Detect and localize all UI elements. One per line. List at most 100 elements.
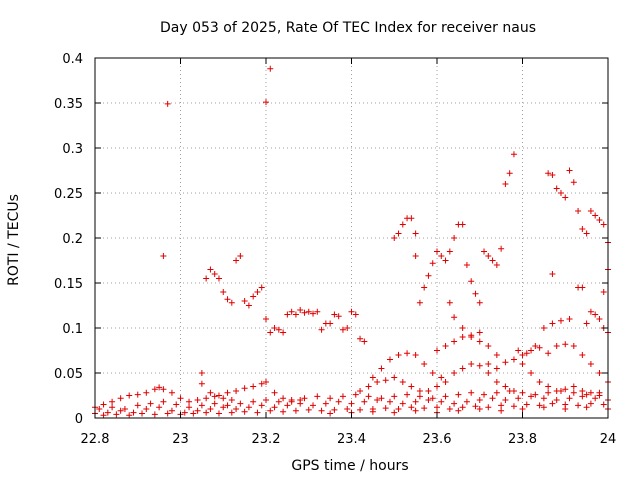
data-point bbox=[562, 386, 569, 393]
data-point bbox=[583, 230, 590, 237]
data-point bbox=[228, 299, 235, 306]
data-point bbox=[562, 341, 569, 348]
data-point bbox=[498, 245, 505, 252]
data-point bbox=[519, 406, 526, 412]
data-point bbox=[241, 408, 248, 415]
data-point bbox=[493, 379, 500, 385]
data-point bbox=[352, 391, 359, 398]
data-point bbox=[100, 401, 107, 408]
data-point bbox=[528, 347, 535, 354]
data-point bbox=[566, 167, 573, 174]
y-tick-label: 0.15 bbox=[54, 277, 83, 292]
x-tick-label: 23.6 bbox=[423, 432, 452, 447]
data-point bbox=[395, 230, 402, 237]
data-point bbox=[391, 393, 398, 400]
data-point bbox=[434, 248, 440, 255]
data-point bbox=[540, 404, 547, 411]
data-point bbox=[549, 320, 556, 327]
data-point bbox=[459, 334, 466, 340]
data-point bbox=[600, 221, 607, 228]
data-point bbox=[468, 278, 475, 285]
data-point bbox=[395, 352, 402, 358]
data-point bbox=[348, 400, 355, 407]
data-point bbox=[592, 311, 599, 318]
data-point bbox=[412, 253, 419, 259]
data-point bbox=[361, 338, 368, 345]
data-point bbox=[109, 398, 116, 405]
data-point bbox=[241, 385, 248, 392]
data-point bbox=[130, 409, 137, 416]
data-point bbox=[485, 361, 492, 367]
data-point bbox=[207, 389, 214, 396]
data-point bbox=[186, 404, 193, 411]
data-point bbox=[335, 398, 342, 405]
data-point bbox=[203, 409, 210, 416]
data-point bbox=[374, 379, 381, 385]
data-point bbox=[263, 379, 269, 385]
data-point bbox=[382, 405, 389, 412]
data-point bbox=[220, 289, 227, 295]
data-point bbox=[528, 393, 535, 400]
data-point bbox=[327, 395, 334, 402]
data-point bbox=[429, 395, 436, 402]
data-point bbox=[181, 409, 188, 416]
data-point bbox=[502, 397, 509, 403]
data-point bbox=[579, 352, 586, 358]
data-point bbox=[519, 389, 526, 396]
data-point bbox=[318, 326, 325, 333]
data-point bbox=[215, 275, 222, 282]
data-point bbox=[168, 389, 175, 396]
data-point bbox=[570, 389, 577, 396]
data-point bbox=[228, 397, 235, 403]
data-point bbox=[126, 392, 133, 399]
data-point bbox=[532, 391, 539, 398]
data-point bbox=[549, 400, 556, 407]
data-point bbox=[579, 388, 586, 394]
data-point bbox=[271, 404, 278, 411]
data-point bbox=[147, 400, 154, 407]
data-point bbox=[536, 344, 543, 351]
data-point bbox=[267, 407, 274, 414]
data-point bbox=[472, 403, 479, 410]
data-point bbox=[339, 393, 346, 400]
data-point bbox=[510, 356, 517, 363]
data-point bbox=[254, 409, 261, 416]
data-point bbox=[425, 388, 432, 394]
data-point bbox=[335, 313, 342, 320]
data-point bbox=[442, 343, 449, 349]
data-point bbox=[412, 398, 419, 405]
data-point bbox=[220, 404, 227, 411]
data-point bbox=[121, 406, 128, 412]
data-point bbox=[203, 275, 210, 282]
data-point bbox=[579, 226, 586, 232]
data-point bbox=[386, 398, 393, 405]
data-point bbox=[151, 411, 158, 418]
data-point bbox=[510, 151, 517, 158]
data-point bbox=[194, 407, 201, 414]
data-point bbox=[583, 404, 590, 411]
data-point bbox=[416, 388, 423, 394]
data-point bbox=[215, 392, 222, 399]
data-point bbox=[160, 398, 167, 405]
data-point bbox=[570, 343, 577, 349]
data-point bbox=[215, 410, 222, 417]
y-tick-labels: 0 0.05 0.1 0.15 0.2 0.25 0.3 0.35 0.4 bbox=[54, 52, 83, 427]
data-point bbox=[476, 329, 483, 336]
data-point bbox=[104, 409, 111, 416]
data-point bbox=[258, 284, 265, 291]
data-point bbox=[587, 361, 594, 367]
x-tick-label: 22.8 bbox=[81, 432, 110, 447]
data-point bbox=[600, 401, 607, 408]
data-point bbox=[502, 383, 509, 390]
data-point bbox=[545, 383, 552, 390]
data-point bbox=[592, 395, 599, 402]
data-point bbox=[168, 407, 175, 414]
data-point bbox=[463, 262, 470, 268]
data-point bbox=[160, 253, 167, 259]
data-point bbox=[173, 401, 180, 408]
data-point bbox=[434, 383, 440, 390]
data-point bbox=[489, 395, 496, 402]
data-point bbox=[412, 230, 419, 237]
x-tick-label: 23 bbox=[172, 432, 189, 447]
